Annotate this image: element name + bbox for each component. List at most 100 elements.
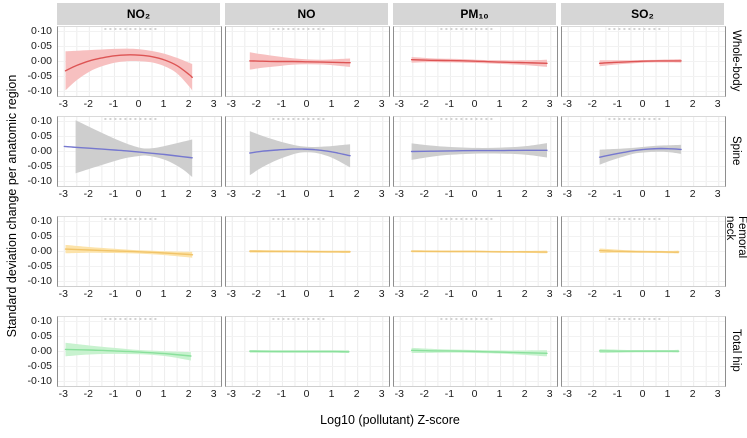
y-tick-label: 0·05 [30, 229, 52, 242]
panel-plot [226, 317, 389, 386]
panel-plot [394, 317, 557, 386]
x-tick-label: -3 [562, 388, 572, 400]
column-header-so2: SO₂ [561, 3, 724, 25]
x-tick-label: 3 [378, 98, 385, 110]
trend-line [410, 59, 548, 64]
x-tick-label: 2 [185, 288, 192, 300]
x-tick-label: 2 [353, 98, 360, 110]
x-tick-label: -1 [444, 288, 455, 300]
x-tick-label: 2 [521, 98, 528, 110]
x-tick-label: -1 [108, 388, 119, 400]
y-tick-label: 0·00 [30, 144, 52, 157]
gridlines [394, 217, 557, 286]
panel-whole-body-no [225, 26, 390, 97]
x-tick-label: 3 [378, 388, 385, 400]
x-tick-label: -2 [83, 388, 94, 400]
x-tick-label: 3 [714, 388, 721, 400]
x-tick-label: 0 [303, 288, 310, 300]
y-tick-label: -0·10 [27, 274, 52, 287]
x-tick-label: -1 [276, 188, 287, 200]
x-tick-label: 1 [664, 188, 671, 200]
x-tick-label: 3 [378, 288, 385, 300]
x-tick-label: 0 [639, 388, 646, 400]
x-tick-label: 0 [135, 288, 142, 300]
x-tick-label: -3 [394, 188, 404, 200]
x-tick-label: -3 [58, 98, 68, 110]
x-tick-label: -2 [251, 188, 262, 200]
panel-total-hip-so2 [561, 316, 726, 387]
y-tick-label: -0·10 [27, 374, 52, 387]
x-tick-label: -3 [226, 388, 236, 400]
x-tick-label: -2 [419, 188, 430, 200]
panel-plot [226, 27, 389, 96]
panel-plot [394, 217, 557, 286]
panel-spine-no [225, 116, 390, 187]
trend-line [64, 54, 193, 79]
panel-femoral-neck-so2 [561, 216, 726, 287]
y-tick-label: 0·00 [30, 244, 52, 257]
x-tick-label: 3 [714, 98, 721, 110]
x-tick-label: -2 [587, 388, 598, 400]
y-tick-label: -0·05 [27, 69, 52, 82]
x-tick-label: -2 [83, 188, 94, 200]
panel-femoral-neck-no [225, 216, 390, 287]
panel-plot [58, 217, 221, 286]
x-tick-label: 2 [521, 288, 528, 300]
gridlines [58, 117, 221, 186]
panel-whole-body-so2 [561, 26, 726, 97]
x-tick-label: -1 [444, 188, 455, 200]
trend-line [598, 147, 682, 158]
x-tick-label: 2 [689, 388, 696, 400]
x-tick-label: 1 [160, 388, 167, 400]
x-tick-label: 2 [353, 288, 360, 300]
trend-line [249, 60, 351, 64]
gridlines [58, 217, 221, 286]
column-header-no: NO [225, 3, 388, 25]
x-tick-label: 0 [135, 98, 142, 110]
panel-plot [226, 217, 389, 286]
panel-plot [562, 117, 725, 186]
x-tick-label: -2 [251, 98, 262, 110]
row-label-whole-body: Whole-body [730, 29, 742, 92]
panel-plot [394, 117, 557, 186]
x-tick-label: 1 [664, 288, 671, 300]
panel-plot [562, 27, 725, 96]
confidence-band [75, 120, 193, 177]
trend-line [598, 249, 680, 253]
x-tick-label: 3 [714, 288, 721, 300]
trend-line [410, 349, 548, 354]
x-tick-label: 1 [328, 98, 335, 110]
y-tick-label: -0·05 [27, 359, 52, 372]
x-tick-label: -3 [562, 188, 572, 200]
x-tick-label: 2 [521, 388, 528, 400]
panel-plot [58, 317, 221, 386]
x-tick-label: -1 [276, 388, 287, 400]
x-tick-label: 1 [496, 98, 503, 110]
x-tick-label: 0 [639, 188, 646, 200]
x-tick-label: 3 [546, 388, 553, 400]
x-tick-label: 3 [546, 98, 553, 110]
x-tick-label: -1 [276, 98, 287, 110]
gridlines [562, 317, 725, 386]
y-tick-label: 0·05 [30, 329, 52, 342]
panel-plot [394, 27, 557, 96]
x-tick-label: 0 [303, 388, 310, 400]
x-tick-label: 2 [689, 188, 696, 200]
trend-line [63, 145, 193, 159]
x-tick-label: -1 [612, 288, 623, 300]
x-tick-label: -2 [419, 288, 430, 300]
panel-spine-no2 [57, 116, 222, 187]
confidence-band [249, 131, 351, 176]
x-tick-label: 0 [471, 188, 478, 200]
x-tick-label: 3 [546, 288, 553, 300]
panel-total-hip-no2 [57, 316, 222, 387]
x-tick-label: 0 [471, 98, 478, 110]
x-tick-label: -3 [58, 288, 68, 300]
x-tick-label: 3 [210, 98, 217, 110]
x-tick-label: -1 [108, 98, 119, 110]
x-tick-label: -2 [83, 98, 94, 110]
x-tick-label: 0 [303, 188, 310, 200]
x-tick-label: 2 [521, 188, 528, 200]
column-header-pm10: PM₁₀ [393, 3, 556, 25]
x-tick-label: -1 [276, 288, 287, 300]
